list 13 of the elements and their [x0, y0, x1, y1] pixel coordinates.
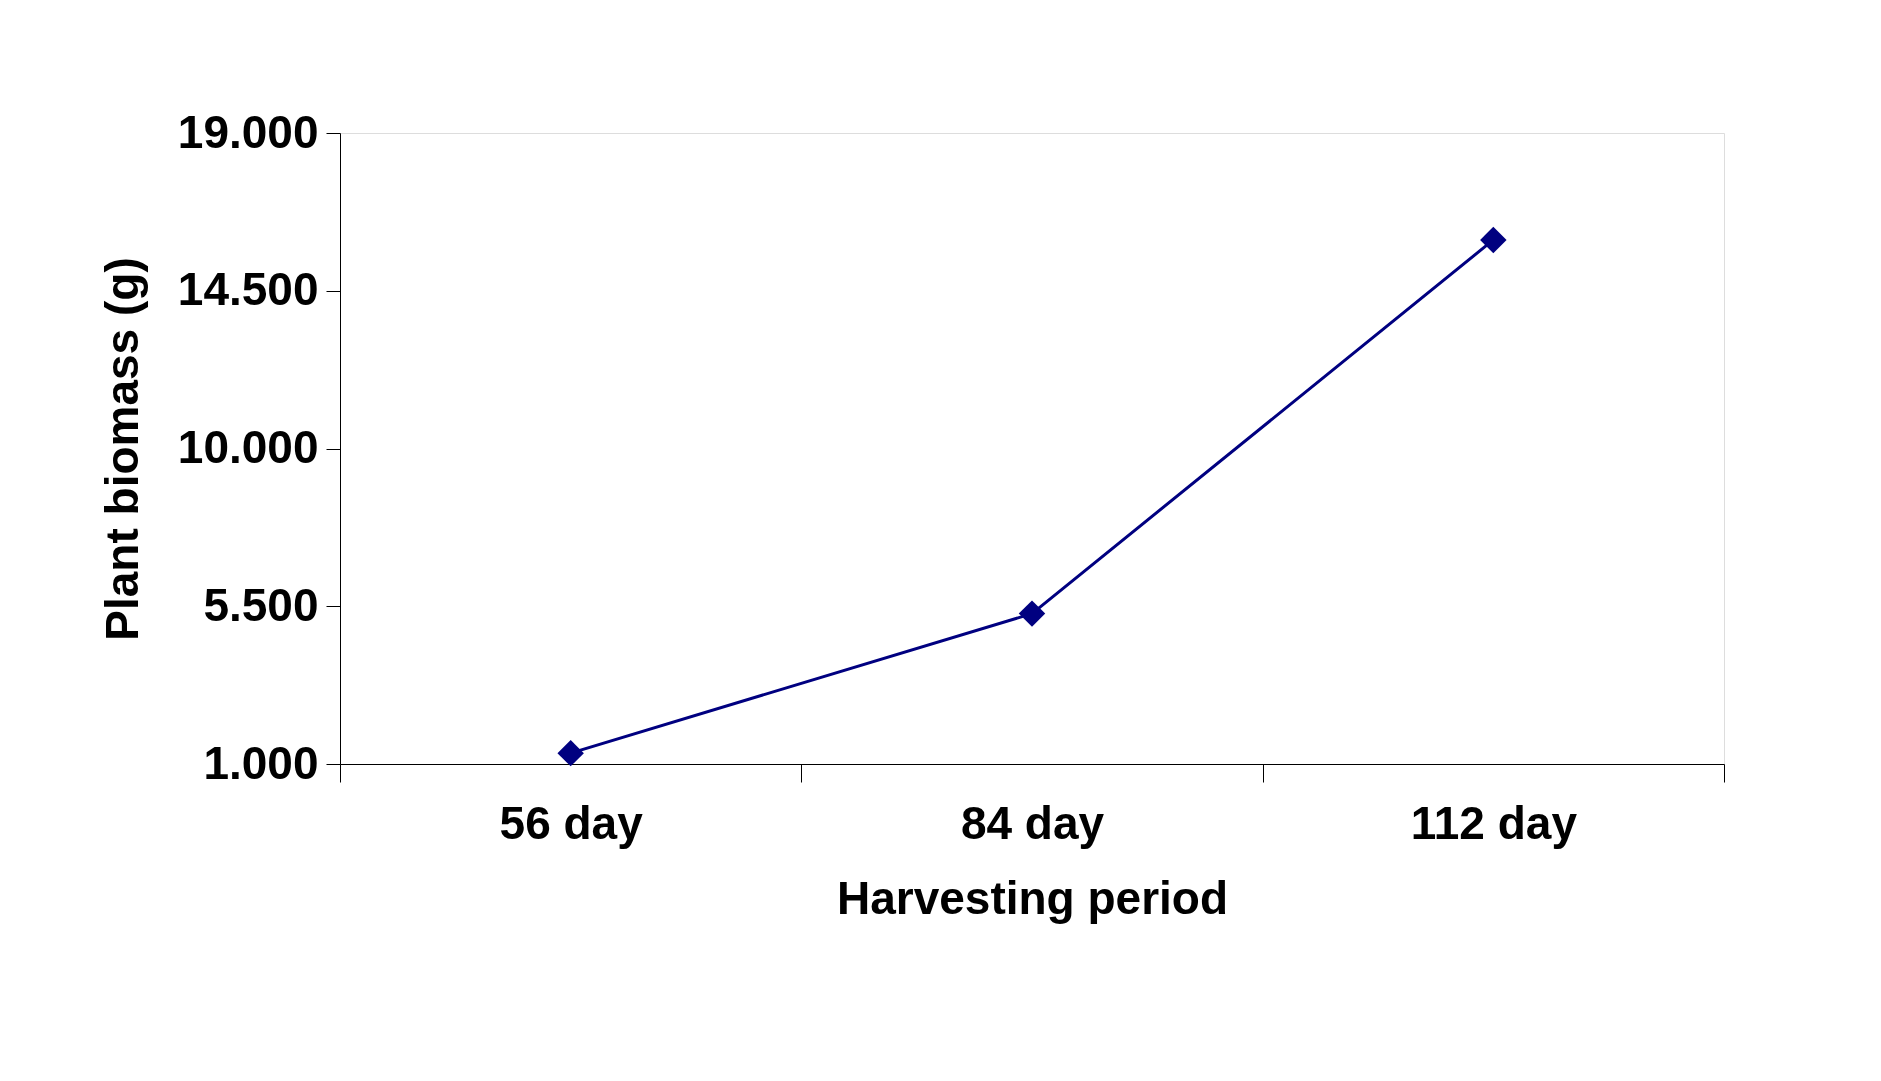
x-tick-label: 84 day: [960, 796, 1105, 849]
point: [1480, 226, 1507, 254]
y-tick-label: 14.500: [177, 263, 319, 316]
x-tick-label: 56 day: [499, 796, 644, 849]
point: [1018, 600, 1046, 627]
point: [557, 739, 584, 767]
y-tick-label: 5.500: [203, 578, 319, 631]
x-tick-label: 112 day: [1410, 796, 1578, 849]
y-tick-label: 19.000: [177, 105, 319, 158]
y-axis-title: Plant biomass (g): [95, 257, 148, 641]
y-tick-label: 10.000: [177, 421, 319, 473]
x-axis-title: Harvesting period: [836, 871, 1229, 924]
y-tick-label: 1.000: [203, 736, 319, 789]
